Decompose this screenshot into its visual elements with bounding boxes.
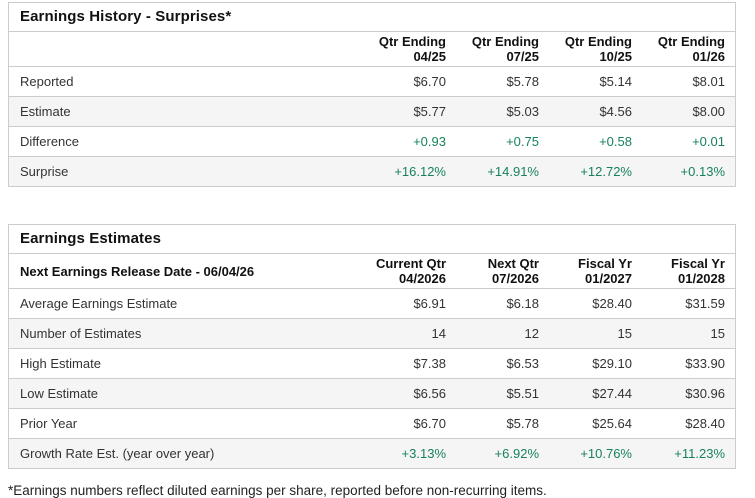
table-row-difference: Difference +0.93 +0.75 +0.58 +0.01 — [9, 126, 735, 157]
value-cell: +0.58 — [549, 126, 642, 157]
row-label: Low Estimate — [9, 378, 363, 409]
column-header-qtr-1025: Qtr Ending 10/25 — [549, 32, 642, 67]
value-cell: +0.93 — [363, 126, 456, 157]
value-cell: $27.44 — [549, 378, 642, 409]
table-row-prior-year: Prior Year $6.70 $5.78 $25.64 $28.40 — [9, 408, 735, 439]
value-cell: +10.76% — [580, 446, 632, 461]
value-cell: +3.13% — [401, 446, 446, 461]
value-cell: $33.90 — [642, 348, 735, 379]
table-row-number-of-estimates: Number of Estimates 14 12 15 15 — [9, 318, 735, 349]
row-label: Difference — [9, 126, 363, 157]
row-label: Number of Estimates — [9, 318, 363, 349]
value-cell: $7.38 — [363, 348, 456, 379]
earnings-estimates-section: Earnings Estimates Next Earnings Release… — [8, 224, 736, 469]
value-cell: $8.01 — [642, 66, 735, 97]
table-row-surprise: Surprise +16.12% +14.91% +12.72% +0.13% — [9, 156, 735, 186]
table-row-estimate: Estimate $5.77 $5.03 $4.56 $8.00 — [9, 96, 735, 127]
surprises-header-empty-cell — [9, 32, 363, 67]
value-cell: $5.51 — [456, 378, 549, 409]
value-cell: $6.53 — [456, 348, 549, 379]
surprises-table: Qtr Ending 04/25 Qtr Ending 07/25 Qtr En… — [9, 32, 735, 186]
next-earnings-release-date-label: Next Earnings Release Date - 06/04/26 — [9, 254, 363, 289]
column-header-qtr-0126: Qtr Ending 01/26 — [642, 32, 735, 67]
surprises-section-title: Earnings History - Surprises* — [9, 3, 735, 32]
column-header-fiscal-yr-2028: Fiscal Yr 01/2028 — [642, 254, 735, 289]
value-cell: $5.03 — [456, 96, 549, 127]
value-cell: 14 — [363, 318, 456, 349]
value-cell: $6.70 — [363, 66, 456, 97]
value-cell: $6.70 — [363, 408, 456, 439]
value-cell: $25.64 — [549, 408, 642, 439]
value-cell: $6.56 — [363, 378, 456, 409]
value-cell: $5.77 — [363, 96, 456, 127]
estimates-table: Next Earnings Release Date - 06/04/26 Cu… — [9, 254, 735, 468]
value-cell: +16.12% — [394, 164, 446, 179]
row-label: Growth Rate Est. (year over year) — [20, 446, 215, 461]
value-cell: 12 — [456, 318, 549, 349]
value-cell: +11.23% — [674, 446, 725, 461]
value-cell: $6.91 — [363, 288, 456, 319]
column-header-qtr-0725: Qtr Ending 07/25 — [456, 32, 549, 67]
value-cell: +0.01 — [642, 126, 735, 157]
earnings-history-surprises-section: Earnings History - Surprises* Qtr Ending… — [8, 2, 736, 187]
table-row-reported: Reported $6.70 $5.78 $5.14 $8.01 — [9, 66, 735, 97]
row-label: Reported — [9, 66, 363, 97]
table-row-average-earnings-estimate: Average Earnings Estimate $6.91 $6.18 $2… — [9, 288, 735, 319]
value-cell: $28.40 — [549, 288, 642, 319]
value-cell: $30.96 — [642, 378, 735, 409]
column-header-fiscal-yr-2027: Fiscal Yr 01/2027 — [549, 254, 642, 289]
estimates-section-title: Earnings Estimates — [9, 225, 735, 254]
value-cell: $5.14 — [549, 66, 642, 97]
column-header-next-qtr: Next Qtr 07/2026 — [456, 254, 549, 289]
table-row-growth-rate-est: Growth Rate Est. (year over year) +3.13%… — [9, 438, 735, 468]
row-label: Estimate — [9, 96, 363, 127]
column-header-current-qtr: Current Qtr 04/2026 — [363, 254, 456, 289]
column-header-qtr-0425: Qtr Ending 04/25 — [363, 32, 456, 67]
value-cell: $6.18 — [456, 288, 549, 319]
row-label: Average Earnings Estimate — [9, 288, 363, 319]
value-cell: $28.40 — [642, 408, 735, 439]
earnings-footnote: *Earnings numbers reflect diluted earnin… — [8, 483, 547, 498]
value-cell: $5.78 — [456, 408, 549, 439]
value-cell: 15 — [549, 318, 642, 349]
earnings-page: Earnings History - Surprises* Qtr Ending… — [8, 2, 736, 498]
value-cell: +0.75 — [456, 126, 549, 157]
value-cell: +12.72% — [580, 164, 632, 179]
value-cell: +0.13% — [680, 164, 725, 179]
value-cell: +14.91% — [487, 164, 539, 179]
estimates-header-row: Next Earnings Release Date - 06/04/26 Cu… — [9, 254, 735, 289]
row-label: High Estimate — [9, 348, 363, 379]
value-cell: $29.10 — [549, 348, 642, 379]
table-row-low-estimate: Low Estimate $6.56 $5.51 $27.44 $30.96 — [9, 378, 735, 409]
table-row-high-estimate: High Estimate $7.38 $6.53 $29.10 $33.90 — [9, 348, 735, 379]
value-cell: 15 — [642, 318, 735, 349]
row-label: Prior Year — [9, 408, 363, 439]
value-cell: $31.59 — [642, 288, 735, 319]
surprises-header-row: Qtr Ending 04/25 Qtr Ending 07/25 Qtr En… — [9, 32, 735, 67]
value-cell: $4.56 — [549, 96, 642, 127]
value-cell: +6.92% — [494, 446, 539, 461]
value-cell: $5.78 — [456, 66, 549, 97]
row-label: Surprise — [20, 164, 69, 179]
value-cell: $8.00 — [642, 96, 735, 127]
